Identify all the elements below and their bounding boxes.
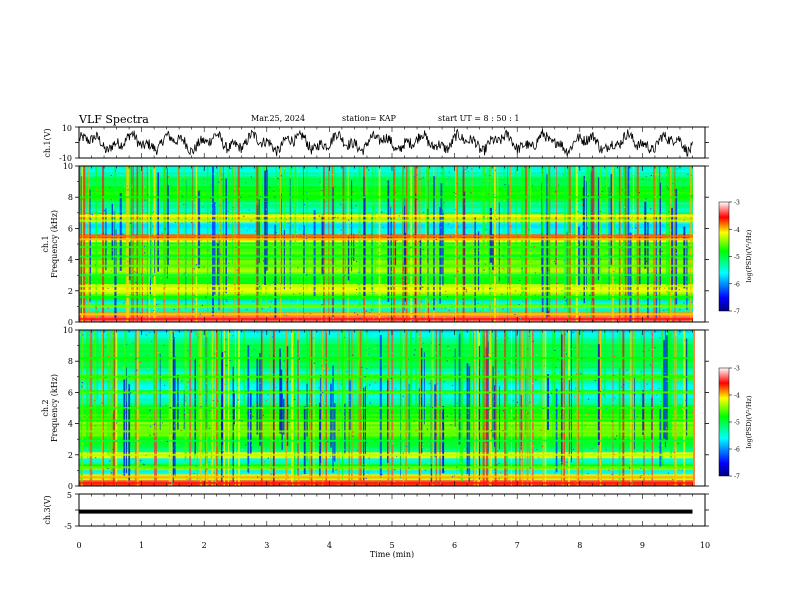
ch3-ylabel: ch.3(V) [43, 495, 52, 524]
ch1-colorbar-label: log(PSD)(V²/Hz) [745, 229, 753, 282]
ch2-colorbar: -3 -4 -5 -6 -7 log(PSD)(V²/Hz) [718, 366, 753, 481]
start-time-label: start UT = 8 : 50 : 1 [438, 114, 520, 123]
colorbar-tick-label: -7 [734, 474, 740, 481]
ch1-frequency-axis-label: Frequency (kHz) [50, 210, 59, 278]
ch2-colorbar-ticks: -3 -4 -5 -6 -7 [729, 366, 740, 481]
frequency-tick-label: 6 [68, 388, 73, 397]
frequency-tick-label: 4 [68, 420, 73, 429]
colorbar-tick-label: -7 [734, 309, 740, 316]
time-tick-label: 7 [515, 541, 520, 550]
time-tick-label: 2 [202, 541, 207, 550]
ch2-colorbar-label: log(PSD)(V²/Hz) [745, 395, 753, 448]
colorbar-tick-label: -6 [734, 281, 740, 288]
date-label: Mar.25, 2024 [251, 114, 306, 123]
time-tick-label: 1 [139, 541, 144, 550]
ch1-ylabel: ch.1(V) [43, 128, 52, 157]
ch3-waveform-line [79, 509, 693, 514]
ch3-ytick-bottom: -5 [64, 522, 72, 531]
colorbar-tick-label: -4 [734, 227, 740, 234]
colorbar-tick-label: -3 [734, 366, 740, 373]
ch1-spectrogram-panel: 0 2 4 6 8 10 ch.1 Frequency (kHz) [41, 162, 709, 327]
frequency-tick-label: 2 [68, 287, 73, 296]
time-axis-ticks: 0 1 2 3 4 5 6 7 8 9 10 [76, 127, 710, 550]
ch1-colorbar-gradient [718, 201, 730, 312]
colorbar-tick-label: -5 [734, 254, 740, 261]
time-tick-label: 3 [264, 541, 269, 550]
ch1-colorbar-ticks: -3 -4 -5 -6 -7 [729, 200, 740, 316]
time-tick-label: 9 [640, 541, 645, 550]
time-tick-label: 10 [700, 541, 710, 550]
time-tick-label: 5 [389, 541, 394, 550]
ch1-waveform-panel: 10 -10 ch.1(V) [43, 124, 709, 163]
ch2-frequency-axis-label: Frequency (kHz) [50, 374, 59, 442]
time-tick-label: 0 [76, 541, 81, 550]
time-axis-label: Time (min) [370, 550, 414, 559]
ch2-colorbar-gradient [718, 367, 730, 477]
ch1-ytick-top: 10 [62, 124, 72, 133]
station-label: station= KAP [342, 114, 396, 123]
colorbar-tick-label: -6 [734, 447, 740, 454]
frequency-tick-label: 6 [68, 224, 73, 233]
time-tick-label: 4 [327, 541, 332, 550]
ch1-colorbar: -3 -4 -5 -6 -7 log(PSD)(V²/Hz) [718, 200, 753, 316]
frequency-tick-label: 2 [68, 451, 73, 460]
ch1-spectrogram-image [79, 166, 693, 323]
frequency-tick-label: 8 [68, 357, 73, 366]
ch1-ytick-bottom: -10 [59, 154, 72, 163]
ch2-spectrogram-image [79, 330, 695, 487]
frequency-tick-label: 10 [63, 162, 73, 171]
ch2-spectrogram-channel-label: ch.2 [41, 399, 50, 416]
colorbar-tick-label: -4 [734, 393, 740, 400]
ch3-waveform-panel: 5 -5 ch.3(V) 0 1 2 3 4 5 6 7 8 9 10 Time (min) [43, 127, 710, 559]
ch3-ytick-top: 5 [67, 491, 72, 500]
ch2-frequency-ticks: 0 2 4 6 8 10 [63, 326, 709, 491]
frequency-tick-label: 4 [68, 256, 73, 265]
ch2-spectrogram-panel: 0 2 4 6 8 10 ch.2 Frequency (kHz) [41, 326, 709, 491]
ch1-spectrogram-channel-label: ch.1 [41, 235, 50, 252]
colorbar-tick-label: -3 [734, 200, 740, 207]
ch1-waveform-line [78, 128, 693, 157]
frequency-tick-label: 8 [68, 193, 73, 202]
frequency-tick-label: 10 [63, 326, 73, 335]
ch1-frequency-ticks: 0 2 4 6 8 10 [63, 162, 709, 327]
chart-title: VLF Spectra [79, 113, 149, 126]
colorbar-tick-label: -5 [734, 420, 740, 427]
frequency-tick-label: 0 [68, 482, 73, 491]
time-tick-label: 8 [577, 541, 582, 550]
frequency-tick-label: 0 [68, 318, 73, 327]
time-tick-label: 6 [452, 541, 457, 550]
